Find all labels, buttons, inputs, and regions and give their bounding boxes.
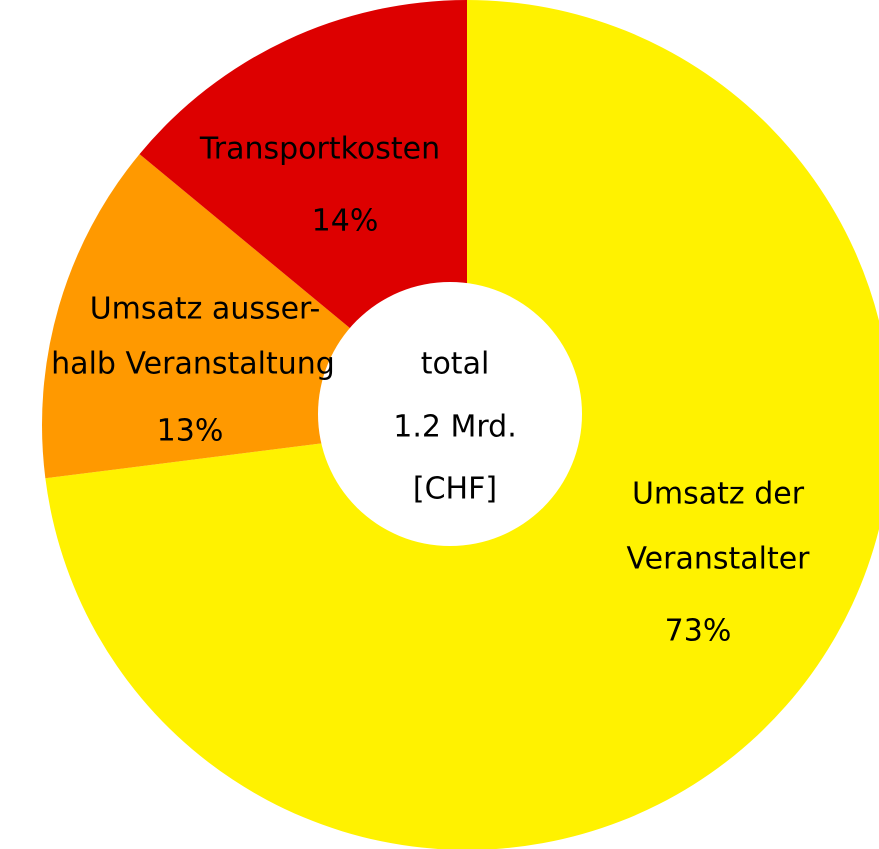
value-label: 14% — [312, 204, 379, 239]
slice-label: halb Veranstaltung — [51, 347, 335, 382]
slice-label: Veranstalter — [626, 542, 810, 577]
slice-label: Umsatz der — [632, 477, 805, 512]
donut-hole — [318, 282, 582, 546]
donut-slice — [45, 0, 879, 849]
slice-label: Umsatz ausser- — [90, 292, 321, 327]
value-label: 13% — [157, 414, 224, 449]
slice-label: Transportkosten — [199, 132, 440, 167]
center-text: total — [421, 347, 490, 382]
value-label: 73% — [665, 614, 732, 649]
center-text: 1.2 Mrd. — [393, 410, 517, 445]
center-text: [CHF] — [413, 472, 497, 507]
